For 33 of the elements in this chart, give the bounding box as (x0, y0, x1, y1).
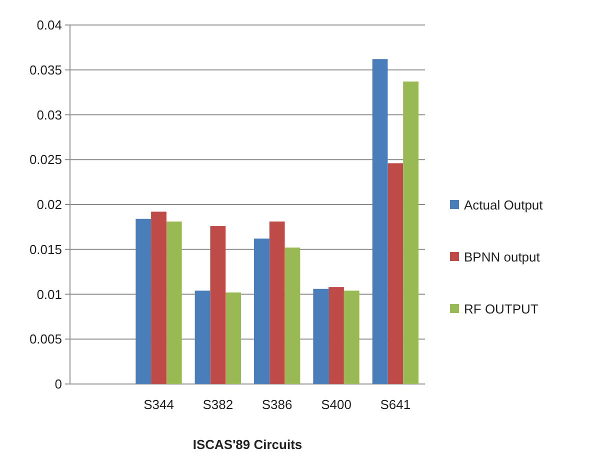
bar (388, 163, 404, 384)
bar (344, 290, 360, 384)
x-tick-label: S382 (202, 397, 234, 412)
bar (313, 288, 329, 384)
bar (254, 238, 270, 384)
x-tick-label: S344 (144, 397, 174, 412)
y-tick-label: 0.03 (36, 107, 62, 122)
legend-label: BPNN output (464, 250, 540, 265)
x-tick-label: S641 (380, 397, 411, 412)
y-tick-label: 0 (54, 376, 62, 392)
bar (210, 226, 226, 384)
y-tick-label: 0.035 (29, 62, 62, 78)
bar (284, 248, 300, 384)
x-axis-title: ISCAS'89 Circuits (192, 437, 302, 452)
bar (136, 218, 152, 384)
bar (403, 82, 418, 384)
x-tick-label: S386 (262, 397, 292, 412)
bar (328, 287, 344, 384)
bar (194, 290, 210, 384)
y-tick-label: 0.04 (36, 18, 62, 33)
legend-label: Actual Output (464, 198, 544, 213)
x-tick-label: S400 (321, 397, 352, 412)
y-tick-label: 0.02 (36, 197, 62, 212)
bar (372, 59, 388, 384)
bar (166, 222, 182, 384)
bar (226, 292, 241, 384)
y-tick-label: 0.015 (29, 242, 62, 257)
y-tick-label: 0.01 (36, 286, 62, 302)
bar (151, 212, 166, 384)
legend-label: RF OUTPUT (464, 302, 538, 317)
y-tick-label: 0.025 (29, 152, 62, 168)
y-tick-label: 0.005 (29, 332, 62, 347)
bar (269, 222, 285, 384)
